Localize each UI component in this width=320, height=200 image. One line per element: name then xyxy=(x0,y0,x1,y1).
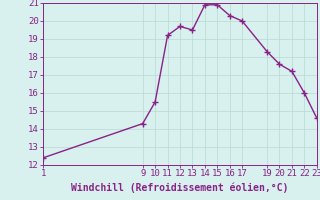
X-axis label: Windchill (Refroidissement éolien,°C): Windchill (Refroidissement éolien,°C) xyxy=(71,182,289,193)
